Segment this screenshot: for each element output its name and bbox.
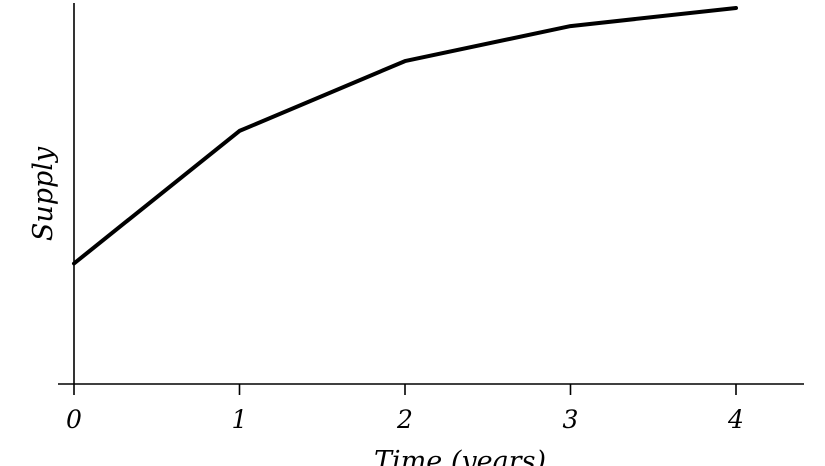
- x-axis-title: Time (years): [374, 446, 546, 466]
- x-tick-label: 1: [232, 405, 248, 434]
- x-tick-label: 0: [66, 405, 82, 434]
- x-tick-label: 4: [727, 405, 744, 434]
- x-tick-label: 2: [396, 405, 413, 434]
- y-axis-title: Supply: [28, 146, 59, 241]
- x-axis-ticks: 0 1 2 3 4: [66, 384, 744, 434]
- series-layer: [72, 6, 738, 266]
- x-tick-label: 3: [563, 405, 579, 434]
- supply-series-line: [72, 6, 738, 266]
